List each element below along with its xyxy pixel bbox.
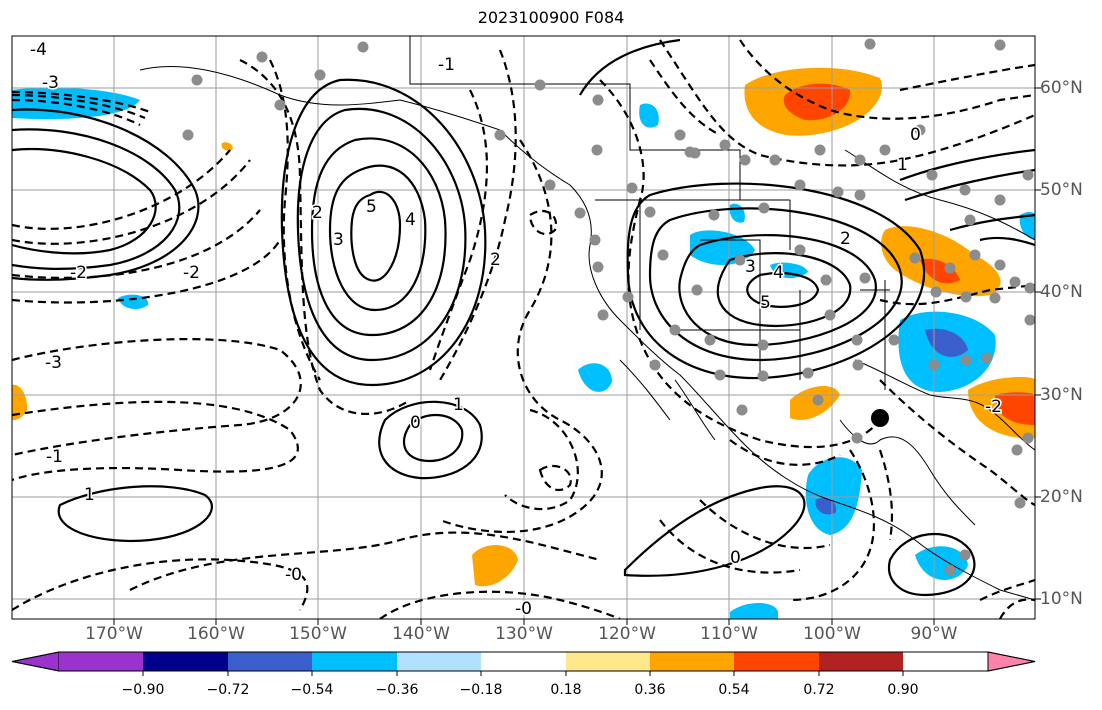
- contour-label: 3: [745, 257, 756, 277]
- shade-blue-baja: [578, 363, 612, 392]
- contour-label: 1: [84, 485, 95, 505]
- colorbar-tick-label: −0.18: [459, 682, 503, 698]
- colorbar-tick-label: 0.18: [550, 682, 582, 698]
- lon-label: 170°W: [85, 624, 143, 644]
- colorbar-segment: [312, 652, 397, 671]
- colorbar-segment: [59, 652, 143, 671]
- contour-label: 4: [773, 263, 784, 283]
- colorbar-segment: [650, 652, 734, 671]
- gridlines: [12, 36, 1035, 619]
- coastlines: [139, 36, 1035, 601]
- lon-label: 90°W: [910, 624, 958, 644]
- lon-label: 160°W: [187, 624, 245, 644]
- contour-label: 4: [405, 210, 416, 230]
- contour-label: -2: [70, 263, 87, 283]
- contour-label: -1: [46, 447, 63, 467]
- lat-label: 40°N: [1040, 282, 1083, 302]
- contour-label: 5: [366, 197, 377, 217]
- lon-label: 120°W: [598, 624, 656, 644]
- contour-label: -2: [183, 263, 200, 283]
- shade-orange-tiny: [221, 142, 233, 151]
- contour-label: 0: [910, 125, 921, 145]
- contour-label-layer: 5 4 3 2 1 0 -0 -1 -2 -3 -4 5 4 3 2 1 0 -…: [29, 39, 1004, 620]
- contour-label: 2: [840, 229, 851, 249]
- shade-red-gulf: [995, 392, 1035, 425]
- shade-purple-se: [925, 328, 968, 357]
- lon-label: 100°W: [803, 624, 861, 644]
- colorbar-tick-label: −0.36: [375, 682, 419, 698]
- lon-label: 150°W: [289, 624, 347, 644]
- colorbar-tick-label: 0.90: [887, 682, 919, 698]
- contour-label: 1: [897, 155, 908, 175]
- contour-label: 5: [760, 293, 771, 313]
- lat-label: 10°N: [1040, 589, 1083, 609]
- colorbar-tick-label: −0.90: [121, 682, 165, 698]
- shade-blue-mexico: [805, 457, 862, 535]
- colorbar-outline: [11, 651, 1036, 672]
- shade-orange-east: [881, 226, 1001, 297]
- lon-label: 140°W: [392, 624, 450, 644]
- colorbar-tick-label: 0.72: [803, 682, 835, 698]
- station-dots: [182, 38, 1035, 576]
- colorbar-segment: [566, 652, 650, 671]
- tick-marks: [113, 87, 1041, 625]
- colorbar-segment: [734, 652, 819, 671]
- colorbar-tick-label: −0.54: [290, 682, 334, 698]
- contour-label: 1: [453, 395, 464, 415]
- colorbar-segment: [481, 652, 566, 671]
- colorbar: [11, 651, 1036, 676]
- contour-label: -1: [438, 55, 455, 75]
- colorbar-segment: [228, 652, 312, 671]
- map-title: 2023100900 F084: [477, 8, 625, 27]
- shade-purple-mexico: [815, 498, 837, 515]
- lon-label: 110°W: [700, 624, 758, 644]
- shade-blue-small1: [639, 103, 659, 128]
- shade-orange-west: [12, 384, 28, 421]
- contour-label: -0: [515, 599, 532, 619]
- colorbar-segment: [143, 652, 228, 671]
- contour-label: 2: [312, 203, 323, 223]
- lat-label: 60°N: [1040, 78, 1083, 98]
- colorbar-segment: [819, 652, 903, 671]
- contours-negative: [12, 39, 1035, 619]
- contour-label: 3: [333, 230, 344, 250]
- colorbar-extend-high: [987, 651, 1036, 672]
- contour-label: 0: [410, 413, 421, 433]
- colorbar-tick-label: 0.36: [634, 682, 666, 698]
- contour-label: -3: [45, 353, 62, 373]
- shade-red-east: [920, 258, 960, 284]
- lat-label: 30°N: [1040, 385, 1083, 405]
- contour-label: 0: [730, 548, 741, 568]
- black-dot-marker: [871, 409, 889, 427]
- contour-label: -0: [285, 565, 302, 585]
- contour-label: -4: [30, 40, 47, 60]
- lat-label: 50°N: [1040, 180, 1083, 200]
- shade-blue-south: [730, 603, 778, 619]
- contour-label: -2: [985, 397, 1002, 417]
- contour-label: 2: [490, 250, 501, 270]
- colorbar-extend-low: [11, 651, 60, 672]
- lat-label: 20°N: [1040, 487, 1083, 507]
- shade-blue-far-east: [1019, 211, 1035, 240]
- shade-orange-pacific: [472, 544, 518, 587]
- shade-blue-pacific: [118, 294, 149, 310]
- lon-label: 130°W: [495, 624, 553, 644]
- colorbar-segment: [397, 652, 481, 671]
- colorbar-tick-label: −0.72: [206, 682, 250, 698]
- colorbar-tick-label: 0.54: [718, 682, 750, 698]
- contour-label: -3: [42, 73, 59, 93]
